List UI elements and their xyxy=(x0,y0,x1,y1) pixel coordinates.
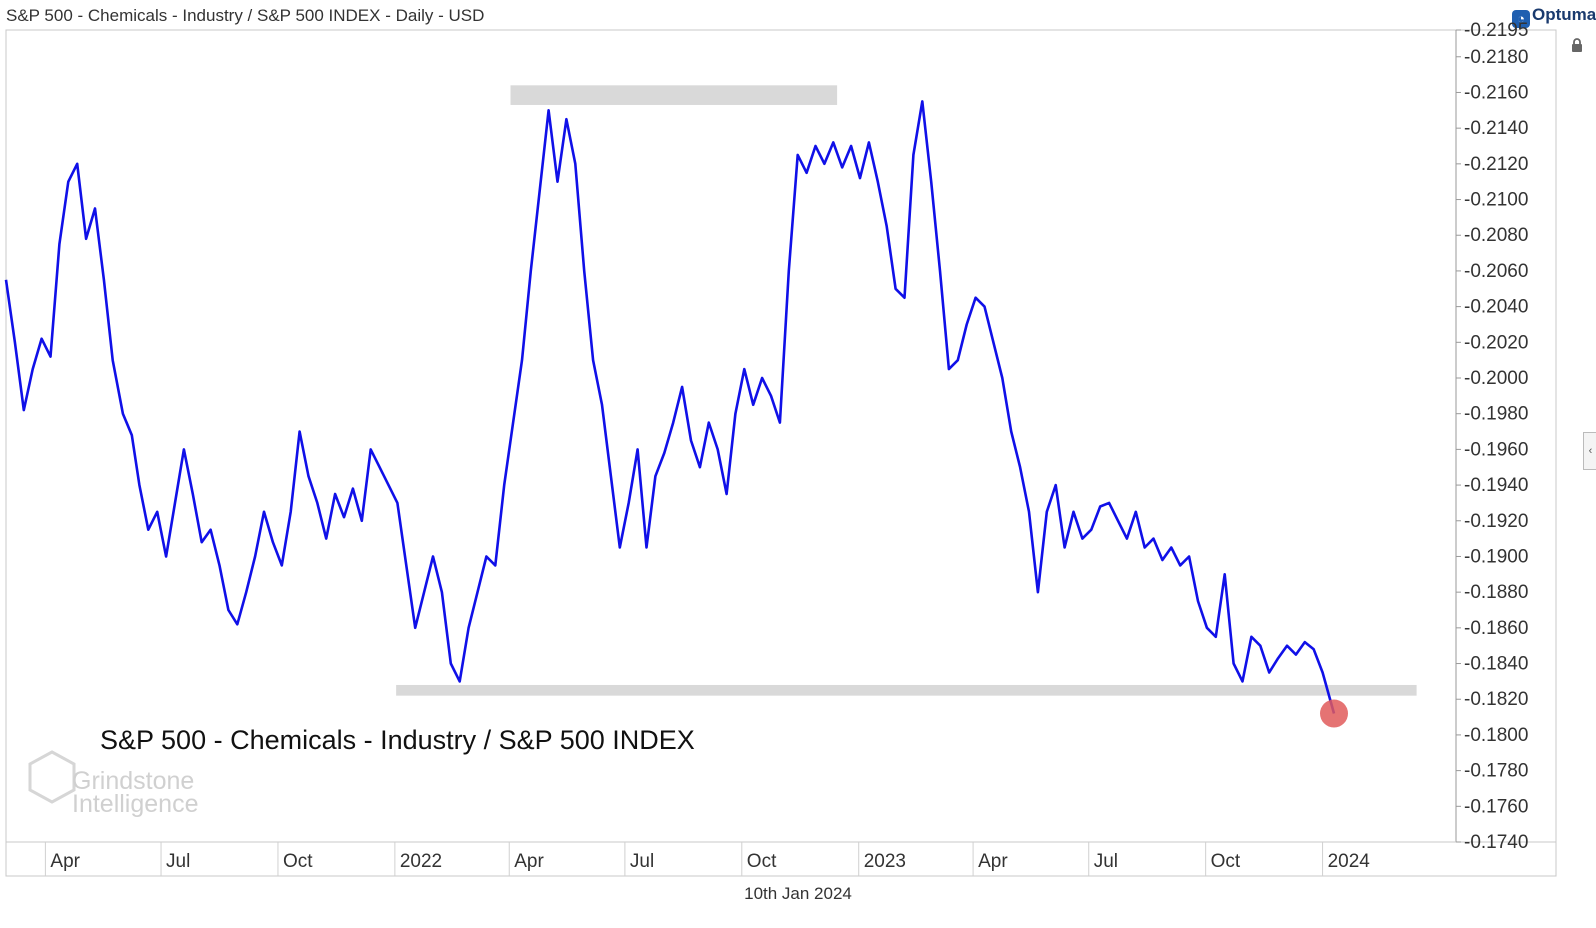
last-value-marker xyxy=(1320,699,1349,728)
watermark-logo-icon xyxy=(28,750,76,804)
brand-logo: ◔ Optuma xyxy=(1512,5,1596,28)
y-tick-label: -0.1800 xyxy=(1464,725,1528,746)
y-tick-label: -0.2140 xyxy=(1464,118,1528,139)
y-tick-label: -0.2120 xyxy=(1464,154,1528,175)
x-tick-label: 2024 xyxy=(1328,851,1371,872)
y-tick-label: -0.1920 xyxy=(1464,511,1528,532)
series-layer xyxy=(4,100,1336,714)
x-tick-label: Oct xyxy=(1211,851,1241,872)
y-tick-label: -0.1880 xyxy=(1464,582,1528,603)
y-tick-label: -0.1760 xyxy=(1464,796,1528,817)
x-tick-label: Apr xyxy=(50,851,80,872)
title-layer: S&P 500 - Chemicals - Industry / S&P 500… xyxy=(28,725,695,818)
y-tick-label: -0.2060 xyxy=(1464,261,1528,282)
chevron-left-icon[interactable]: ‹ xyxy=(1583,432,1596,470)
plot-frame xyxy=(5,29,1557,877)
chart-title: S&P 500 - Chemicals - Industry / S&P 500… xyxy=(100,725,695,755)
y-tick-label: -0.2180 xyxy=(1464,47,1528,68)
y-tick-label: -0.1780 xyxy=(1464,761,1528,782)
x-tick-label: Jul xyxy=(630,851,654,872)
y-tick-label: -0.1840 xyxy=(1464,654,1528,675)
marker-layer xyxy=(1320,699,1349,728)
x-tick-label: 2022 xyxy=(400,851,442,872)
x-tick-label: Jul xyxy=(1094,851,1118,872)
x-tick-label: Oct xyxy=(747,851,777,872)
resistance-band xyxy=(510,85,838,105)
y-tick-label: -0.1900 xyxy=(1464,546,1528,567)
x-tick-label: Apr xyxy=(514,851,544,872)
x-tick-label: Oct xyxy=(283,851,313,872)
y-tick-label: -0.1820 xyxy=(1464,689,1528,710)
optuma-logo-icon: ◔ xyxy=(1512,10,1530,28)
brand-name: Optuma xyxy=(1532,5,1596,24)
plot-area-border xyxy=(5,29,1557,877)
y-tick-label: -0.1860 xyxy=(1464,618,1528,639)
y-tick-label: -0.2100 xyxy=(1464,190,1528,211)
bands-layer xyxy=(396,85,1417,696)
y-tick-label: -0.2160 xyxy=(1464,82,1528,103)
y-axis: -0.2195 -0.2180 -0.2160 -0.2140 -0.2120 -0.21… xyxy=(1456,20,1528,853)
x-tick-label: Jul xyxy=(166,851,190,872)
y-tick-label: -0.1960 xyxy=(1464,439,1528,460)
y-tick-label: -0.1740 xyxy=(1464,832,1528,853)
y-tick-label: -0.2040 xyxy=(1464,297,1528,318)
footer-date: 10th Jan 2024 xyxy=(744,884,852,903)
y-tick-label: -0.2195 xyxy=(1464,20,1528,41)
y-tick-label: -0.2020 xyxy=(1464,332,1528,353)
lock-icon[interactable] xyxy=(1570,38,1584,52)
watermark-line2: Intelligence xyxy=(72,790,198,818)
x-tick-label: 2023 xyxy=(864,851,906,872)
chart-header-title: S&P 500 - Chemicals - Industry / S&P 500… xyxy=(6,6,485,25)
series-line-0 xyxy=(4,100,1336,714)
support-band xyxy=(396,684,1417,696)
watermark-line1: Grindstone xyxy=(72,767,194,795)
y-tick-label: -0.2000 xyxy=(1464,368,1528,389)
y-tick-label: -0.1940 xyxy=(1464,475,1528,496)
x-tick-label: Apr xyxy=(978,851,1008,872)
y-tick-label: -0.1980 xyxy=(1464,404,1528,425)
y-tick-label: -0.2080 xyxy=(1464,225,1528,246)
x-axis: Apr Jul Oct 2022 Apr Jul Oct 2023 Apr Jul Oct 2024 xyxy=(44,842,1371,876)
